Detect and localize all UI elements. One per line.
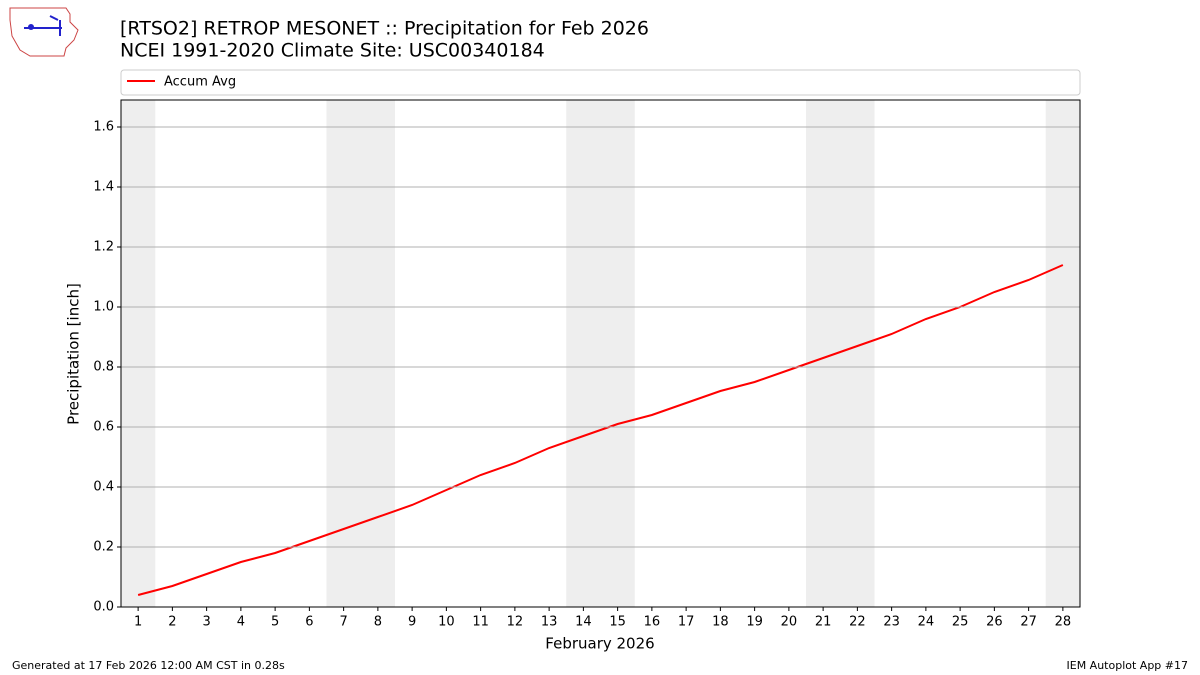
x-tick-label: 7 bbox=[339, 615, 347, 630]
y-tick-label: 0.8 bbox=[93, 360, 114, 375]
x-tick-label: 5 bbox=[271, 615, 279, 630]
x-tick-label: 3 bbox=[202, 615, 210, 630]
x-tick-label: 20 bbox=[781, 615, 798, 630]
y-tick-label: 0.2 bbox=[93, 540, 114, 555]
x-tick-label: 25 bbox=[952, 615, 969, 630]
x-tick-label: 13 bbox=[541, 615, 558, 630]
x-tick-label: 24 bbox=[918, 615, 935, 630]
x-tick-label: 9 bbox=[408, 615, 416, 630]
y-tick-label: 1.4 bbox=[93, 180, 114, 195]
x-tick-label: 23 bbox=[883, 615, 900, 630]
weekend-band bbox=[121, 100, 156, 607]
x-tick-label: 16 bbox=[644, 615, 661, 630]
weekend-band bbox=[806, 100, 875, 607]
x-tick-label: 6 bbox=[305, 615, 313, 630]
x-tick-label: 19 bbox=[746, 615, 763, 630]
y-tick-label: 0.4 bbox=[93, 480, 114, 495]
x-tick-label: 2 bbox=[168, 615, 176, 630]
chart-title: [RTSO2] RETROP MESONET :: Precipitation … bbox=[120, 18, 649, 40]
x-tick-label: 12 bbox=[507, 615, 524, 630]
plot-area bbox=[121, 100, 1080, 607]
footer-left: Generated at 17 Feb 2026 12:00 AM CST in… bbox=[12, 659, 285, 672]
x-tick-label: 26 bbox=[986, 615, 1003, 630]
x-tick-label: 21 bbox=[815, 615, 832, 630]
x-tick-label: 27 bbox=[1020, 615, 1037, 630]
x-tick-label: 4 bbox=[237, 615, 245, 630]
y-tick-label: 1.0 bbox=[93, 300, 114, 315]
chart-subtitle: NCEI 1991-2020 Climate Site: USC00340184 bbox=[120, 40, 545, 62]
y-tick-label: 1.2 bbox=[93, 240, 114, 255]
legend-label: Accum Avg bbox=[164, 75, 236, 90]
weekend-band bbox=[1045, 100, 1080, 607]
y-tick-label: 1.6 bbox=[93, 120, 114, 135]
weekend-band bbox=[566, 100, 635, 607]
x-tick-label: 8 bbox=[374, 615, 382, 630]
x-tick-label: 15 bbox=[609, 615, 626, 630]
y-axis-label: Precipitation [inch] bbox=[65, 283, 83, 425]
legend-box bbox=[120, 69, 1081, 96]
footer-right: IEM Autoplot App #17 bbox=[1067, 659, 1189, 672]
x-tick-label: 14 bbox=[575, 615, 592, 630]
x-tick-label: 17 bbox=[678, 615, 695, 630]
x-tick-label: 11 bbox=[472, 615, 489, 630]
x-axis-label: February 2026 bbox=[545, 635, 654, 653]
x-tick-label: 22 bbox=[849, 615, 866, 630]
x-tick-label: 1 bbox=[134, 615, 142, 630]
y-tick-label: 0.0 bbox=[93, 600, 114, 615]
x-tick-label: 28 bbox=[1055, 615, 1072, 630]
logo bbox=[9, 7, 79, 57]
x-tick-label: 10 bbox=[438, 615, 455, 630]
y-tick-label: 0.6 bbox=[93, 420, 114, 435]
plot-frame bbox=[120, 99, 1081, 608]
x-tick-label: 18 bbox=[712, 615, 729, 630]
